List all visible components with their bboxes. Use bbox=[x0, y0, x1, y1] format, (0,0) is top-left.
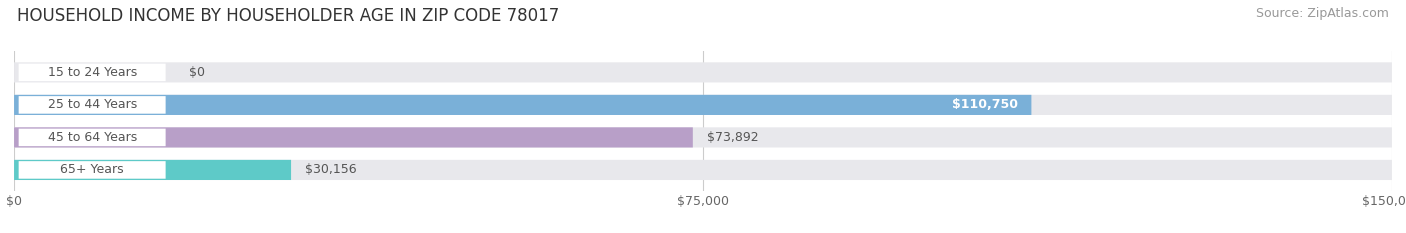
Text: 45 to 64 Years: 45 to 64 Years bbox=[48, 131, 136, 144]
FancyBboxPatch shape bbox=[18, 96, 166, 114]
Text: 15 to 24 Years: 15 to 24 Years bbox=[48, 66, 136, 79]
FancyBboxPatch shape bbox=[14, 62, 1392, 82]
FancyBboxPatch shape bbox=[14, 127, 693, 147]
Text: Source: ZipAtlas.com: Source: ZipAtlas.com bbox=[1256, 7, 1389, 20]
Text: $73,892: $73,892 bbox=[707, 131, 758, 144]
Text: HOUSEHOLD INCOME BY HOUSEHOLDER AGE IN ZIP CODE 78017: HOUSEHOLD INCOME BY HOUSEHOLDER AGE IN Z… bbox=[17, 7, 560, 25]
FancyBboxPatch shape bbox=[18, 129, 166, 146]
FancyBboxPatch shape bbox=[14, 95, 1392, 115]
FancyBboxPatch shape bbox=[18, 64, 166, 81]
Text: $110,750: $110,750 bbox=[952, 98, 1018, 111]
Text: 25 to 44 Years: 25 to 44 Years bbox=[48, 98, 136, 111]
FancyBboxPatch shape bbox=[14, 95, 1032, 115]
Text: $30,156: $30,156 bbox=[305, 163, 357, 176]
Text: 65+ Years: 65+ Years bbox=[60, 163, 124, 176]
FancyBboxPatch shape bbox=[14, 127, 1392, 147]
Text: $0: $0 bbox=[188, 66, 205, 79]
FancyBboxPatch shape bbox=[14, 160, 291, 180]
FancyBboxPatch shape bbox=[18, 161, 166, 179]
FancyBboxPatch shape bbox=[14, 160, 1392, 180]
